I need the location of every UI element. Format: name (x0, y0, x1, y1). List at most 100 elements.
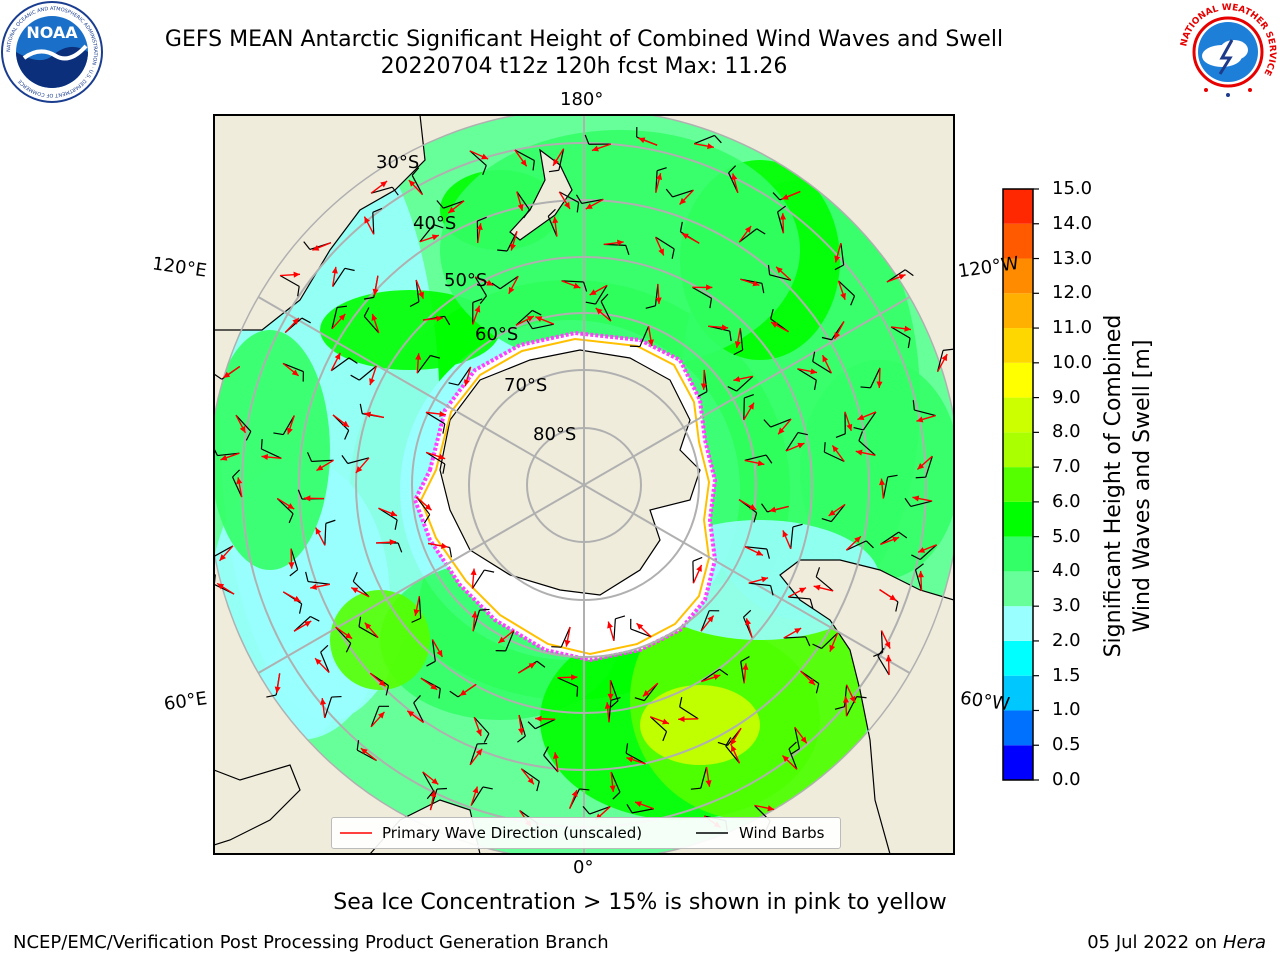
wind-barb-shaft (534, 718, 556, 730)
wind-barb-shaft (738, 228, 758, 243)
wind-barb-feather (709, 298, 713, 309)
wind-barb-shaft (499, 275, 519, 290)
wind-barb-feather (433, 224, 444, 229)
wind-barb-feather (472, 298, 483, 304)
wave-arrowhead (782, 755, 790, 763)
wind-barb-shaft (649, 716, 667, 732)
footer-date-text: 05 Jul 2022 on (1087, 932, 1223, 953)
wave-arrowhead (589, 289, 597, 295)
wind-barb-feather (821, 517, 832, 523)
wave-arrowhead (734, 341, 741, 348)
wave-arrowhead (573, 282, 581, 289)
wind-barb-feather (358, 616, 362, 627)
wind-barb-feather (583, 281, 588, 292)
wind-barb-feather (576, 202, 580, 213)
wave-arrowhead (855, 449, 863, 456)
wave-arrowhead (355, 466, 363, 473)
legend-wind-label: Wind Barbs (739, 824, 825, 842)
map-area (214, 115, 954, 854)
wave-arrowhead (889, 594, 897, 601)
wave-arrowhead (696, 564, 702, 572)
wave-arrowhead (430, 683, 438, 690)
colorbar-tick-label: 13.0 (1052, 247, 1093, 269)
wind-barb-shaft (785, 432, 799, 452)
wind-barb-feather (671, 248, 675, 259)
colorbar-segment (1003, 362, 1033, 398)
wind-barb-shaft (425, 411, 446, 425)
wave-arrowhead (474, 305, 481, 313)
wind-barb-feather (911, 554, 921, 561)
wave-arrowhead (431, 778, 439, 785)
wind-barb-shaft (880, 531, 900, 545)
wave-arrowhead (742, 663, 749, 670)
colorbar-label-line1: Significant Height of Combined (1101, 314, 1126, 658)
wind-barb-shaft (515, 309, 533, 326)
wind-barb-feather (865, 540, 874, 549)
wind-barb-feather (856, 696, 867, 699)
wind-barb-shaft (639, 326, 650, 347)
wind-barb-feather (363, 307, 370, 317)
wave-direction-arrows (216, 137, 948, 829)
wind-barb-feather (585, 301, 596, 305)
map-frame (213, 114, 955, 855)
wind-barb-shaft (324, 523, 327, 546)
wave-arrowhead (770, 322, 778, 328)
noaa-logo-text: NOAA (26, 23, 78, 42)
wind-barb-feather (625, 245, 630, 256)
wave-arrowhead (885, 654, 892, 662)
wind-barb-shaft (279, 275, 300, 287)
wind-barb-shaft (282, 415, 295, 435)
wave-arrowhead (571, 789, 578, 797)
wind-barb-shaft (561, 280, 584, 283)
wind-barb-feather (744, 394, 754, 399)
wave-arrowhead (917, 463, 925, 470)
colorbar-tick-label: 0.5 (1052, 734, 1081, 756)
wind-barb-feather (915, 563, 924, 571)
wind-barb-shaft (358, 365, 377, 381)
wind-barb-shaft (725, 745, 740, 764)
wind-barb-feather (442, 423, 446, 434)
wind-barb-feather (904, 497, 912, 507)
wind-barb-shaft (744, 546, 767, 550)
wind-barb-shaft (890, 326, 911, 339)
wave-arrowhead (779, 213, 787, 220)
wind-barb-feather (310, 615, 320, 622)
wind-barb-feather (756, 228, 766, 235)
wave-arrowhead (636, 623, 644, 630)
wave-arrowhead (553, 158, 559, 166)
wind-barb-feather (942, 348, 954, 351)
wind-barb-feather (482, 165, 487, 176)
wave-arrowhead (778, 427, 785, 435)
wave-arrowhead (475, 748, 483, 756)
wave-arrowhead (338, 313, 346, 321)
wave-arrowhead (535, 316, 543, 322)
wind-barb-shaft (700, 766, 708, 789)
colorbar-segment (1003, 397, 1033, 433)
wind-barb-shaft (335, 626, 352, 644)
wind-barb-shaft (769, 274, 792, 281)
wave-arrowhead (476, 223, 483, 230)
wind-barb-shaft (232, 476, 243, 498)
wind-barb-feather (303, 241, 311, 250)
wind-barb-shaft (581, 198, 604, 204)
wave-arrowhead (706, 284, 713, 291)
wind-barb-shaft (471, 569, 485, 589)
wave-arrowhead (369, 378, 375, 386)
africa-landmass (214, 764, 301, 846)
colorbar-tick-label: 7.0 (1052, 456, 1081, 478)
colorbar-tick-label: 14.0 (1052, 212, 1093, 234)
colorbar-segment (1003, 710, 1033, 746)
chart-subtitle: 20220704 t12z 120h fcst Max: 11.26 (380, 54, 788, 79)
wind-barb-shaft (290, 548, 299, 570)
wind-barb-feather (298, 603, 303, 614)
wind-barb-shaft (858, 440, 876, 456)
wind-barb-feather (532, 309, 542, 316)
wind-barb-feather (438, 688, 441, 699)
wave-arrowhead (662, 718, 670, 725)
footer-date: 05 Jul 2022 on Hera (1087, 932, 1266, 953)
wind-barb-shaft (282, 362, 304, 373)
wave-arrowhead (236, 477, 243, 485)
colorbar-segment (1003, 328, 1033, 363)
wind-barb-feather (306, 452, 313, 462)
wave-arrowhead (219, 554, 227, 561)
